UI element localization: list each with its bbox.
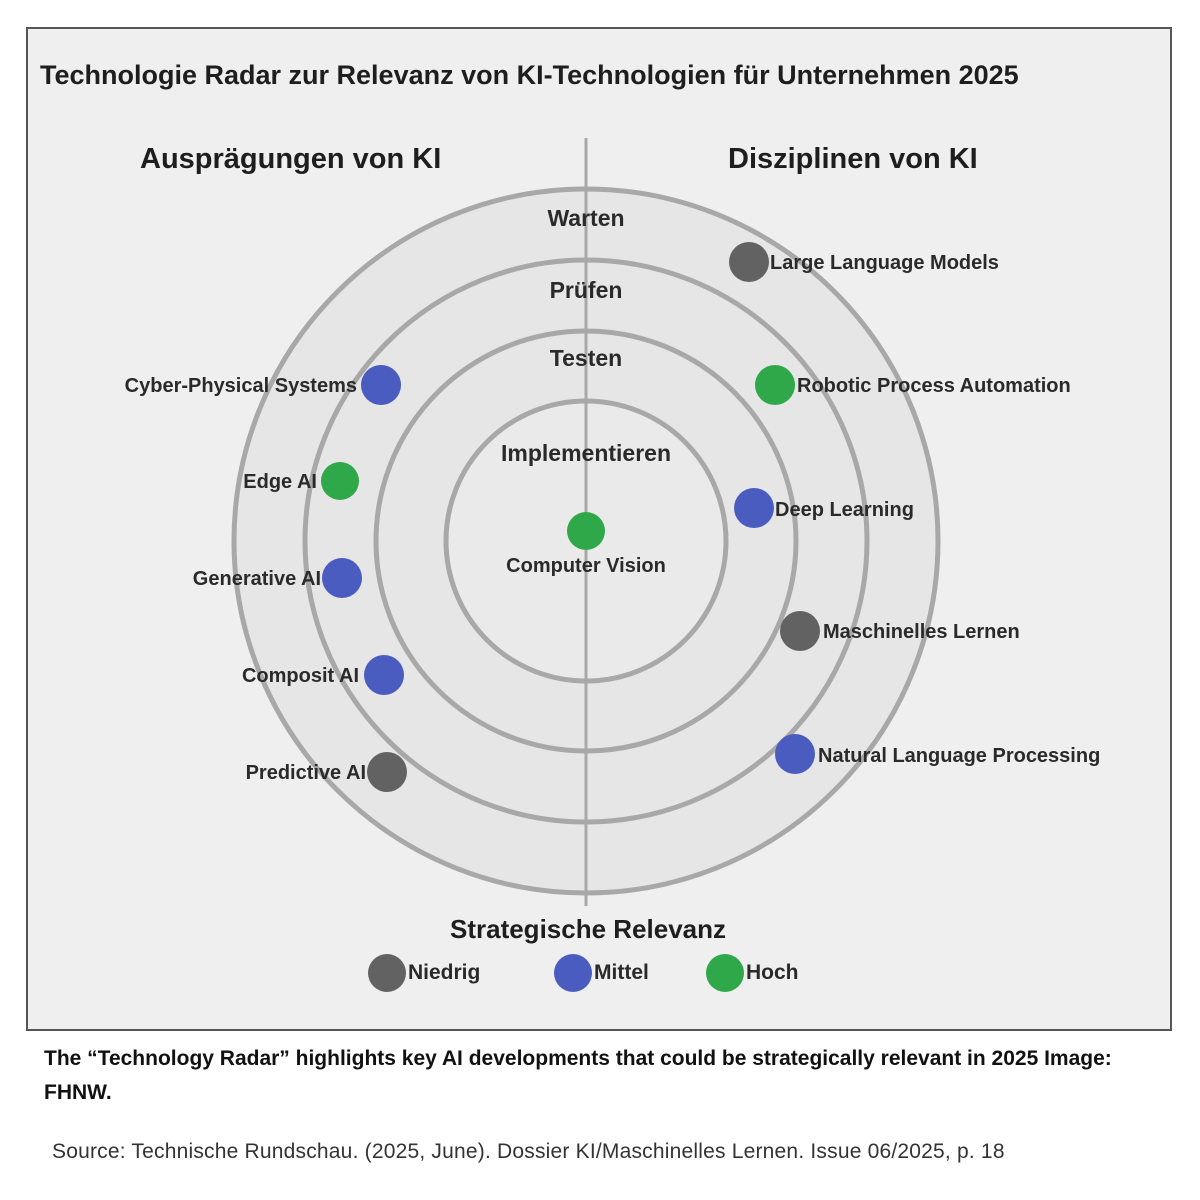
right-heading: Disziplinen von KI — [728, 143, 978, 175]
legend-label-mittel: Mittel — [594, 961, 649, 984]
marker-predictive-ai — [367, 752, 407, 792]
marker-cyber-physical-systems — [361, 365, 401, 405]
radar-title: Technologie Radar zur Relevanz von KI-Te… — [40, 60, 1019, 90]
legend-dot-mittel — [554, 954, 592, 992]
label-computer-vision: Computer Vision — [506, 555, 666, 577]
label-edge-ai: Edge AI — [243, 471, 317, 493]
legend-item-mittel: Mittel — [554, 953, 649, 993]
marker-maschinelles-lernen — [780, 611, 820, 651]
label-predictive-ai: Predictive AI — [246, 762, 366, 784]
label-generative-ai: Generative AI — [193, 568, 321, 590]
marker-computer-vision — [567, 512, 605, 550]
marker-composit-ai — [364, 655, 404, 695]
label-robotic-process-automation: Robotic Process Automation — [797, 375, 1071, 397]
marker-generative-ai — [322, 558, 362, 598]
legend-title: Strategische Relevanz — [449, 914, 726, 944]
legend-dot-hoch — [706, 954, 744, 992]
ring-label-warten: Warten — [547, 205, 624, 231]
marker-robotic-process-automation — [755, 365, 795, 405]
legend-dot-niedrig — [368, 954, 406, 992]
legend-label-hoch: Hoch — [746, 961, 799, 984]
marker-deep-learning — [734, 488, 774, 528]
label-natural-language-processing: Natural Language Processing — [818, 745, 1100, 767]
label-cyber-physical-systems: Cyber-Physical Systems — [125, 375, 357, 397]
marker-natural-language-processing — [775, 734, 815, 774]
ring-label-implementieren: Implementieren — [501, 440, 671, 466]
figure-caption: The “Technology Radar” highlights key AI… — [44, 1047, 1112, 1104]
source-line: Source: Technische Rundschau. (2025, Jun… — [52, 1140, 1005, 1163]
label-maschinelles-lernen: Maschinelles Lernen — [823, 621, 1020, 643]
radar-diagram: Warten Prüfen Testen Implementieren Comp… — [125, 138, 1100, 906]
label-deep-learning: Deep Learning — [775, 499, 914, 521]
label-large-language-models: Large Language Models — [770, 252, 999, 274]
ring-label-testen: Testen — [550, 345, 622, 371]
ring-label-pruefen: Prüfen — [550, 277, 623, 303]
legend-item-hoch: Hoch — [706, 953, 799, 993]
left-heading: Ausprägungen von KI — [140, 143, 442, 175]
marker-edge-ai — [321, 462, 359, 500]
legend-label-niedrig: Niedrig — [408, 961, 481, 984]
marker-large-language-models — [729, 242, 769, 282]
legend-item-niedrig: Niedrig — [368, 953, 480, 993]
label-composit-ai: Composit AI — [242, 665, 359, 687]
